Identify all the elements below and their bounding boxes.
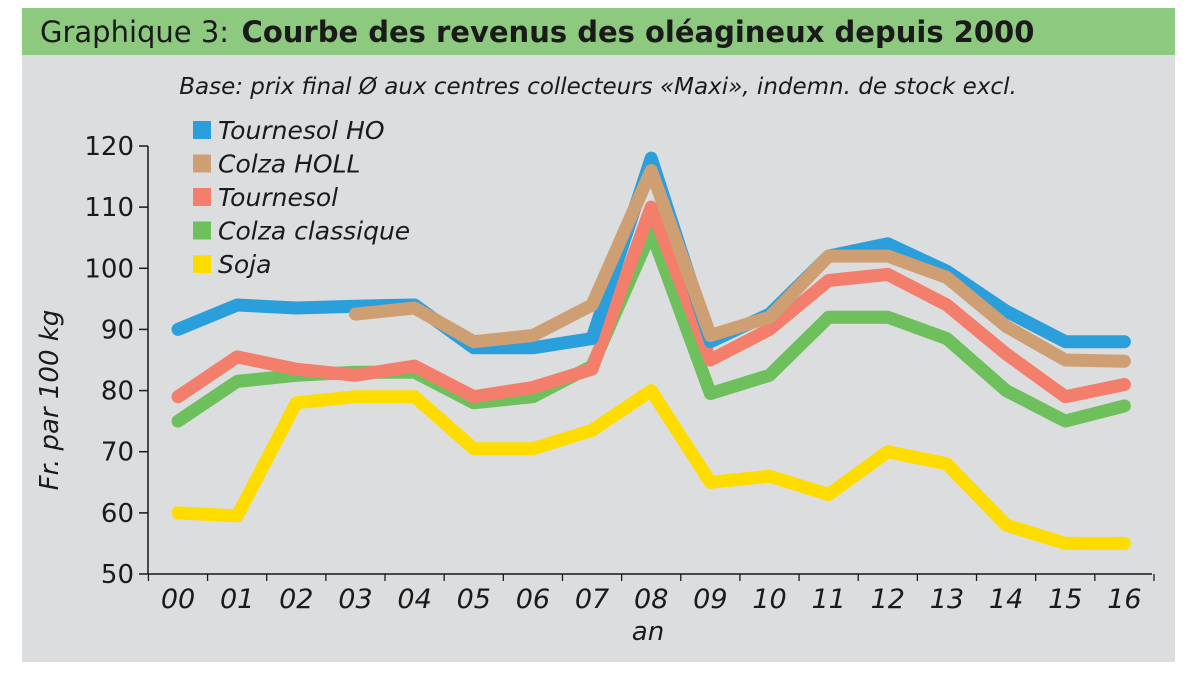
legend: Tournesol HO Colza HOLL Tournesol Colza cla… (193, 116, 410, 279)
legend-label: Tournesol (218, 183, 338, 212)
x-tick-label: 12 (871, 584, 905, 615)
x-tick-label: 14 (989, 584, 1023, 615)
y-ticks: 50 60 70 80 90 100 110 120 (84, 132, 148, 590)
x-tick-label: 02 (279, 584, 313, 615)
x-tick-label: 09 (693, 584, 727, 615)
x-tick-label: 01 (220, 584, 254, 615)
x-tick-label: 07 (575, 584, 609, 615)
legend-swatch (193, 154, 211, 173)
x-tick-label: 15 (1048, 584, 1082, 615)
x-tick-label: 16 (1107, 584, 1141, 615)
legend-label: Tournesol HO (218, 116, 385, 145)
x-tick-label: 04 (397, 584, 431, 615)
series-lines (171, 151, 1131, 550)
legend-label: Colza HOLL (218, 150, 360, 179)
x-axis-title: an (632, 617, 664, 647)
y-tick-label: 50 (101, 560, 134, 590)
chart-title: Courbe des revenus des oléagineux depuis… (242, 15, 1035, 49)
legend-swatch (193, 121, 211, 139)
legend-swatch (193, 255, 211, 273)
x-tick-label: 11 (811, 584, 845, 615)
series-line-soja (171, 384, 1131, 550)
legend-swatch (193, 221, 211, 240)
x-tick-label: 08 (634, 584, 668, 615)
title-line: Graphique 3: Courbe des revenus des oléa… (40, 15, 1034, 49)
legend-label: Colza classique (218, 217, 410, 246)
x-tick-label: 10 (752, 584, 786, 615)
x-tick-label: 05 (457, 584, 491, 615)
x-ticks: 00 01 02 03 04 05 06 07 08 09 10 11 12 13 14 15 16 (147, 574, 1155, 615)
y-tick-label: 90 (101, 315, 134, 345)
series-line-tournesol (171, 200, 1131, 404)
title-band (22, 8, 1175, 55)
title-prefix: Graphique 3: (40, 15, 229, 49)
x-tick-label: 03 (338, 584, 372, 615)
legend-label: Soja (218, 250, 271, 279)
y-axis-title: Fr. par 100 kg (35, 310, 65, 491)
series-line-colza-holl (348, 164, 1131, 368)
series-line-tournesol-ho (171, 151, 1131, 355)
x-tick-label: 00 (161, 584, 195, 615)
chart-subtitle: Base: prix final Ø aux centres collecteu… (179, 74, 1017, 100)
x-tick-label: 13 (930, 584, 964, 615)
y-tick-label: 120 (84, 132, 134, 162)
y-tick-label: 100 (84, 254, 134, 284)
x-tick-label: 06 (516, 584, 550, 615)
y-tick-label: 110 (84, 193, 134, 223)
y-tick-label: 60 (101, 499, 134, 529)
y-tick-label: 70 (101, 438, 134, 468)
legend-swatch (193, 188, 211, 206)
y-tick-label: 80 (101, 377, 134, 407)
